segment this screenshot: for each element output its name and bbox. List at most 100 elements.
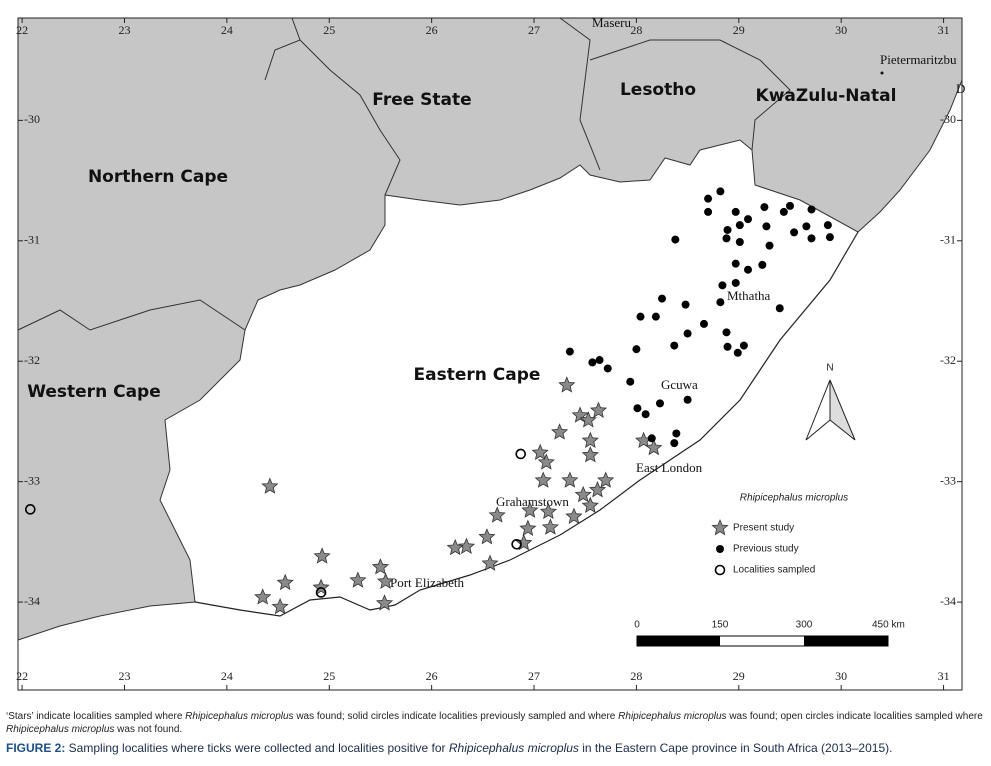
legend-marker bbox=[716, 545, 724, 553]
province-border bbox=[17, 17, 791, 331]
star-marker bbox=[446, 538, 464, 556]
star-marker bbox=[481, 554, 499, 571]
y-tick-label: -32 bbox=[24, 353, 40, 367]
scale-bar: 0 150 300 450 km bbox=[634, 620, 905, 647]
x-tick-label: 30 bbox=[835, 669, 847, 683]
dot-marker bbox=[672, 429, 681, 438]
dot-marker bbox=[735, 238, 744, 246]
legend-label: Present study bbox=[733, 523, 794, 534]
x-tick-label: 22 bbox=[16, 669, 28, 683]
y-tick-label: -31 bbox=[24, 233, 40, 247]
dot-marker bbox=[775, 304, 784, 313]
dot-marker bbox=[658, 294, 667, 303]
dot-marker bbox=[779, 207, 788, 216]
star-marker bbox=[531, 443, 549, 461]
dot-marker bbox=[731, 259, 740, 268]
y-tick-label: -31 bbox=[940, 233, 956, 247]
legend-marker bbox=[714, 564, 726, 576]
y-tick-label: -32 bbox=[940, 353, 956, 367]
dot-marker bbox=[825, 233, 834, 242]
star-marker bbox=[645, 438, 663, 456]
place-label: D bbox=[956, 81, 965, 96]
compass: N bbox=[805, 363, 856, 441]
dot-marker bbox=[762, 222, 771, 231]
star-marker bbox=[537, 453, 555, 470]
region-label: Free State bbox=[372, 90, 471, 110]
y-tick-label: -33 bbox=[24, 473, 40, 487]
x-tick-label: 26 bbox=[426, 23, 438, 37]
star-marker bbox=[551, 423, 569, 440]
dot-marker bbox=[647, 434, 656, 443]
star-marker bbox=[534, 471, 552, 488]
neighbouring-land bbox=[17, 17, 963, 641]
ring-marker bbox=[315, 587, 327, 598]
x-tick-label: 28 bbox=[630, 669, 642, 683]
legend: Present study Previous study Localities sa… bbox=[711, 518, 815, 576]
star-marker bbox=[561, 471, 579, 488]
place-label: East London bbox=[636, 460, 703, 475]
dot-marker bbox=[739, 341, 748, 350]
x-tick-label: 23 bbox=[118, 23, 130, 37]
place-label: Pietermaritzbu bbox=[880, 52, 957, 67]
star-marker bbox=[515, 534, 533, 551]
x-tick-label: 25 bbox=[323, 669, 335, 683]
dot-marker bbox=[626, 377, 635, 386]
scale-label: 0 bbox=[634, 620, 640, 631]
caption-text: Rhipicephalus microplus bbox=[6, 724, 115, 735]
x-tick-label: 31 bbox=[938, 23, 950, 37]
caption-text: Rhipicephalus microplus bbox=[185, 711, 294, 722]
dot-marker bbox=[722, 328, 731, 337]
legend-label: Previous study bbox=[733, 544, 799, 555]
x-tick-label: 30 bbox=[835, 23, 847, 37]
y-tick-label: -30 bbox=[24, 112, 40, 126]
place-dot bbox=[880, 71, 884, 75]
star-marker bbox=[579, 411, 597, 428]
caption-text: Rhipicephalus microplus bbox=[618, 711, 727, 722]
star-marker bbox=[271, 597, 289, 615]
place-label: Maseru bbox=[592, 15, 631, 30]
x-tick-label: 25 bbox=[323, 23, 335, 37]
star-marker bbox=[377, 572, 395, 589]
x-tick-label: 29 bbox=[733, 669, 745, 683]
y-tick-label: -34 bbox=[24, 594, 40, 608]
star-marker bbox=[276, 573, 294, 591]
caption-text: Rhipicephalus microplus bbox=[448, 741, 579, 755]
place-label: Gcuwa bbox=[661, 377, 698, 392]
dot-marker bbox=[704, 194, 713, 203]
dot-marker bbox=[683, 395, 692, 404]
place-label: Grahamstown bbox=[496, 494, 569, 509]
legend-label: Localities sampled bbox=[733, 565, 815, 576]
caption-text: in the Eastern Cape province in South Af… bbox=[578, 741, 893, 755]
ring-marker bbox=[511, 538, 522, 550]
dot-marker bbox=[651, 312, 660, 321]
x-tick-label: 27 bbox=[528, 23, 540, 37]
star-marker bbox=[565, 507, 583, 524]
dot-marker bbox=[823, 221, 832, 230]
dot-marker bbox=[723, 342, 732, 351]
region-label: Eastern Cape bbox=[414, 365, 541, 385]
scale-label: 450 km bbox=[872, 620, 905, 631]
scale-label: 300 bbox=[796, 620, 813, 631]
dot-marker bbox=[699, 319, 708, 328]
star-marker bbox=[574, 485, 592, 503]
dot-marker bbox=[588, 358, 597, 367]
legend-title: Rhipicephalus microplus bbox=[740, 493, 848, 504]
dot-marker bbox=[807, 234, 816, 243]
dot-marker bbox=[633, 404, 642, 413]
x-tick-label: 27 bbox=[528, 669, 540, 683]
place-label: Mthatha bbox=[727, 288, 771, 303]
map-frame bbox=[17, 17, 963, 691]
x-tick-label: 26 bbox=[426, 669, 438, 683]
star-marker bbox=[581, 446, 599, 463]
dot-marker bbox=[760, 203, 769, 212]
dot-marker bbox=[785, 201, 794, 210]
dot-marker bbox=[744, 215, 753, 224]
caption-text: ‘Stars’ indicate localities sampled wher… bbox=[6, 711, 186, 722]
y-tick-label: -30 bbox=[940, 112, 956, 126]
dot-marker bbox=[716, 298, 725, 307]
x-tick-label: 23 bbox=[118, 669, 130, 683]
dot-marker bbox=[670, 439, 679, 448]
star-marker bbox=[589, 401, 608, 418]
dot-marker bbox=[735, 221, 744, 230]
caption-text: Sampling localities where ticks were col… bbox=[65, 741, 449, 755]
